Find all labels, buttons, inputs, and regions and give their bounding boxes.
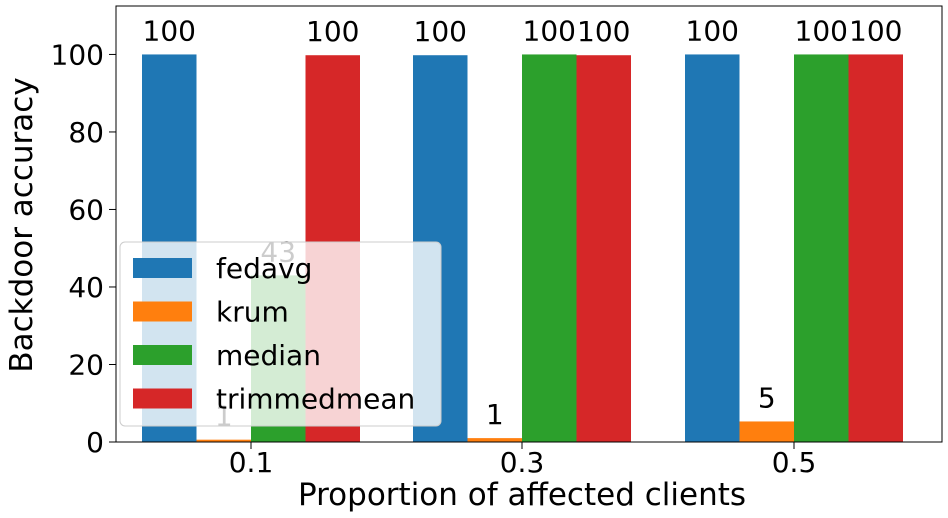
legend-swatch-trimmedmean: [133, 388, 192, 409]
y-tick-label-20: 20: [68, 348, 104, 381]
value-label-trimmedmean-0.3: 100: [577, 15, 630, 48]
x-axis: 0.1 0.3 0.5: [229, 442, 817, 479]
value-label-fedavg-0.1: 100: [143, 14, 196, 47]
y-tick-label-40: 40: [68, 271, 104, 304]
value-label-krum-0.5: 5: [758, 381, 776, 414]
value-label-fedavg-0.3: 100: [414, 15, 467, 48]
legend-swatch-krum: [133, 301, 192, 322]
x-tick-label-0.3: 0.3: [500, 446, 545, 479]
legend-label-trimmedmean: trimmedmean: [216, 383, 415, 416]
value-label-median-0.5: 100: [795, 14, 848, 47]
value-label-trimmedmean-0.1: 100: [306, 15, 359, 48]
y-tick-label-60: 60: [68, 193, 104, 226]
bar-krum-0.1: [196, 439, 251, 442]
bar-krum-0.3: [467, 438, 522, 442]
x-tick-label-0.1: 0.1: [229, 446, 274, 479]
value-label-trimmedmean-0.5: 100: [849, 14, 902, 47]
value-label-median-0.3: 100: [523, 14, 576, 47]
bar-krum-0.5: [739, 421, 794, 442]
y-tick-label-100: 100: [51, 38, 104, 71]
legend: fedavg krum median trimmedmean: [119, 241, 442, 427]
bar-trimmedmean-0.3: [576, 55, 631, 443]
y-axis-label: Backdoor accuracy: [4, 77, 40, 372]
value-label-fedavg-0.5: 100: [686, 14, 739, 47]
legend-label-fedavg: fedavg: [216, 252, 312, 285]
bar-median-0.5: [794, 54, 849, 442]
x-axis-label: Proportion of affected clients: [298, 477, 746, 513]
y-tick-label-0: 0: [86, 426, 104, 459]
bar-fedavg-0.5: [685, 54, 740, 442]
legend-swatch-median: [133, 345, 192, 365]
legend-label-median: median: [216, 339, 321, 372]
plot-frame: [115, 5, 943, 443]
legend-box: [119, 241, 442, 427]
bar-trimmedmean-0.5: [848, 54, 903, 442]
x-tick-label-0.5: 0.5: [772, 446, 817, 479]
bar-median-0.3: [522, 54, 577, 442]
y-axis: 0 20 40 60 80 100: [51, 38, 116, 459]
legend-label-krum: krum: [216, 296, 289, 329]
y-tick-label-80: 80: [68, 116, 104, 149]
legend-swatch-fedavg: [133, 258, 192, 278]
value-label-krum-0.3: 1: [486, 398, 504, 431]
